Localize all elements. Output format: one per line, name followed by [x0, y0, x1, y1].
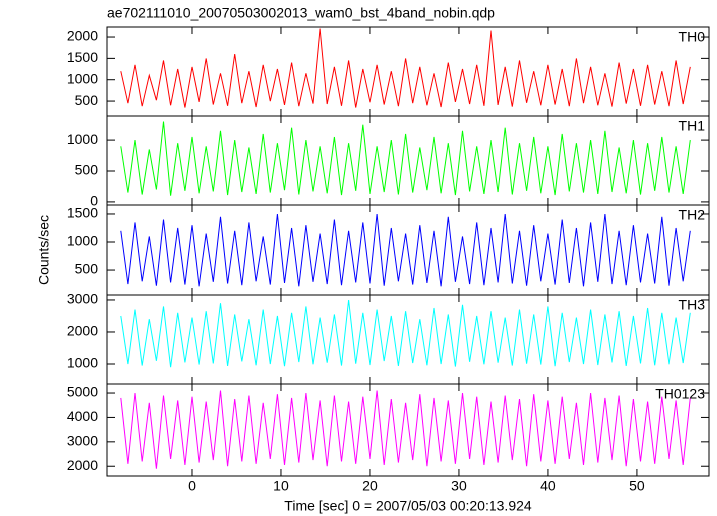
x-tick-label: 0 — [188, 478, 196, 494]
data-line — [120, 121, 691, 196]
x-tick-label: 10 — [273, 478, 289, 494]
x-axis-label: Time [sec] 0 = 2007/05/03 00:20:13.924 — [284, 498, 532, 514]
y-tick-label: 1000 — [67, 355, 98, 371]
y-tick-label: 5000 — [67, 384, 98, 400]
series-label: TH1 — [679, 118, 706, 134]
series-label: TH0 — [679, 29, 706, 45]
y-tick-label: 1500 — [67, 205, 98, 221]
data-line — [120, 213, 691, 287]
y-tick-label: 500 — [75, 261, 99, 277]
y-tick-label: 1000 — [67, 131, 98, 147]
x-tick-label: 20 — [362, 478, 378, 494]
y-tick-label: 1500 — [67, 49, 98, 65]
y-tick-label: 1000 — [67, 233, 98, 249]
y-tick-label: 0 — [90, 193, 98, 209]
data-line — [120, 28, 691, 108]
x-tick-label: 50 — [629, 478, 645, 494]
y-tick-label: 3000 — [67, 291, 98, 307]
panel-frame — [106, 383, 710, 477]
x-tick-label: 30 — [451, 478, 467, 494]
y-tick-label: 1000 — [67, 70, 98, 86]
y-tick-label: 500 — [75, 162, 99, 178]
y-tick-label: 2000 — [67, 457, 98, 473]
series-label: TH3 — [679, 297, 706, 313]
data-line — [120, 390, 691, 469]
y-tick-label: 3000 — [67, 433, 98, 449]
y-tick-label: 2000 — [67, 323, 98, 339]
series-label: TH0123 — [655, 386, 705, 402]
y-tick-label: 500 — [75, 92, 99, 108]
x-tick-label: 40 — [540, 478, 556, 494]
y-tick-label: 4000 — [67, 408, 98, 424]
series-label: TH2 — [679, 207, 706, 223]
data-line — [120, 299, 691, 368]
chart-title: ae702111010_20070503002013_wam0_bst_4ban… — [107, 5, 495, 21]
y-tick-label: 2000 — [67, 28, 98, 44]
y-axis-label: Counts/sec — [36, 215, 52, 285]
